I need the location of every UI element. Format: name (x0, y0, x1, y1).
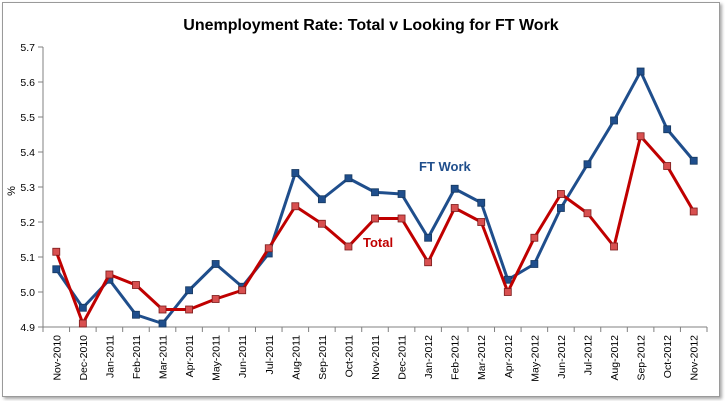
series-line-total (54, 134, 696, 325)
data-point-ft-work (291, 169, 300, 177)
data-point-ft-work (663, 125, 672, 134)
x-tick-label: May-2012 (529, 335, 541, 382)
data-point-ft-work (583, 160, 592, 169)
x-tick-label: Jul-2011 (264, 335, 276, 375)
data-point-ft-work (211, 260, 220, 268)
data-point-ft-work (530, 260, 539, 268)
y-tick-label: 5.2 (20, 217, 35, 229)
series-label-total: Total (363, 235, 393, 250)
series-total (52, 132, 698, 328)
x-tick-label: May-2011 (211, 335, 223, 381)
data-point-ft-work (185, 286, 193, 295)
chart-frame: Unemployment Rate: Total v Looking for F… (2, 2, 720, 397)
data-point-total (477, 218, 486, 226)
y-tick-label: 4.9 (20, 322, 35, 334)
data-point-total (238, 286, 247, 295)
chart-title: Unemployment Rate: Total v Looking for F… (183, 17, 559, 34)
x-tick-label: Aug-2011 (290, 335, 302, 380)
y-tick-label: 5.7 (20, 42, 35, 54)
x-tick-label: Jan-2011 (104, 335, 116, 378)
data-point-total (424, 258, 433, 267)
data-point-total (211, 295, 220, 303)
x-tick-label: Apr-2012 (503, 335, 515, 378)
y-tick-label: 5.5 (20, 112, 35, 124)
data-point-total (689, 207, 698, 216)
x-tick-label: Oct-2012 (662, 335, 674, 378)
y-tick-label: 5.3 (20, 182, 35, 194)
data-point-total (264, 244, 273, 253)
data-point-total (530, 233, 539, 242)
x-tick-label: Mar-2012 (476, 335, 488, 380)
data-point-total (583, 209, 592, 218)
data-point-total (291, 202, 300, 211)
x-tick-label: Apr-2011 (184, 335, 196, 378)
data-point-total (158, 305, 167, 314)
data-point-total (78, 319, 87, 328)
data-point-ft-work (132, 310, 140, 319)
x-tick-label: Jun-2011 (237, 335, 249, 378)
x-tick-label: Aug-2012 (609, 335, 621, 381)
data-point-total (450, 204, 459, 212)
series-layer (52, 67, 698, 328)
y-tick-labels: 4.9 5.0 5.1 5.2 5.3 5.4 5.5 5.6 5.7 (20, 42, 35, 334)
data-point-ft-work (424, 233, 433, 242)
x-tick-label: Jan-2012 (423, 335, 435, 379)
data-point-ft-work (344, 174, 353, 183)
series-ft-work (52, 67, 698, 328)
data-point-ft-work (317, 195, 326, 204)
data-point-total (636, 132, 645, 141)
data-point-ft-work (636, 67, 645, 76)
data-point-total (503, 288, 512, 296)
data-point-ft-work (450, 184, 459, 193)
x-tick-label: Sep-2012 (636, 335, 648, 381)
x-tick-label: Dec-2010 (78, 335, 90, 381)
x-tick-label: Nov-2012 (689, 335, 701, 381)
x-tick-label: Feb-2011 (131, 335, 143, 379)
y-tick-label: 5.4 (20, 147, 35, 159)
data-point-total (52, 247, 61, 256)
x-tick-label: Nov-2010 (51, 335, 63, 381)
data-point-total (371, 214, 379, 223)
data-point-total (132, 281, 140, 289)
data-point-ft-work (52, 265, 61, 274)
series-line-ft-work (55, 70, 695, 325)
data-point-ft-work (689, 156, 698, 165)
data-point-total (663, 162, 672, 170)
x-tick-labels: Nov-2010 Dec-2010 Jan-2011 Feb-2011 Mar-2011… (51, 335, 700, 382)
x-tick-label: Jun-2012 (556, 335, 568, 379)
data-point-total (610, 242, 618, 251)
x-tick-label: Oct-2011 (343, 335, 355, 378)
data-point-total (557, 190, 565, 198)
data-point-ft-work (477, 198, 486, 207)
data-point-ft-work (557, 204, 565, 212)
x-tick-label: Dec-2011 (397, 335, 409, 380)
y-axis-label: % (6, 186, 18, 196)
axes (38, 46, 708, 332)
x-tick-label: Mar-2011 (158, 335, 170, 379)
data-point-ft-work (397, 190, 406, 198)
x-tick-label: Jul-2012 (582, 335, 594, 375)
y-tick-label: 5.6 (20, 77, 35, 89)
x-tick-label: Nov-2011 (370, 335, 382, 380)
data-point-total (344, 242, 353, 251)
data-point-total (317, 219, 326, 228)
data-point-total (397, 214, 406, 223)
data-point-ft-work (610, 116, 618, 125)
data-point-total (105, 270, 114, 279)
x-tick-label: Sep-2011 (317, 335, 329, 380)
y-tick-label: 5.0 (20, 287, 35, 299)
line-chart: Unemployment Rate: Total v Looking for F… (6, 17, 708, 382)
data-point-ft-work (371, 188, 379, 197)
x-tick-label: Feb-2012 (450, 335, 462, 380)
series-label-ft-work: FT Work (419, 159, 472, 174)
data-point-ft-work (158, 319, 167, 328)
data-point-ft-work (78, 303, 87, 312)
data-point-total (185, 305, 193, 314)
y-tick-label: 5.1 (20, 252, 35, 264)
